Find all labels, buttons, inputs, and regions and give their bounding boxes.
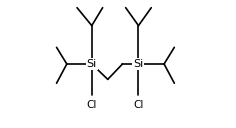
Text: Si: Si [87, 59, 97, 69]
Text: Cl: Cl [133, 100, 144, 110]
Text: Cl: Cl [87, 100, 97, 110]
Text: Si: Si [133, 59, 143, 69]
